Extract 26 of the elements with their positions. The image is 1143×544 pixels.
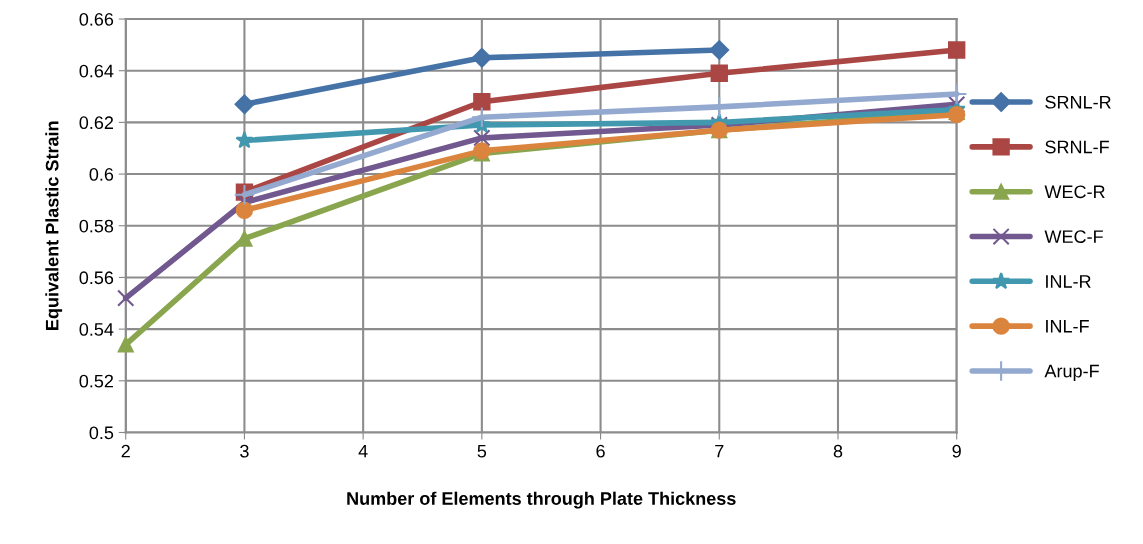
- y-tick-label: 0.5: [89, 426, 114, 440]
- legend-label: SRNL-R: [1045, 95, 1111, 109]
- legend-label: WEC-F: [1044, 230, 1103, 244]
- x-tick-label: 7: [715, 444, 724, 458]
- y-tick-label: 0.52: [79, 374, 114, 388]
- x-axis-title: Number of Elements through Plate Thickness: [347, 491, 736, 509]
- y-tick-label: 0.58: [79, 219, 114, 233]
- legend-label: INL-F: [1046, 320, 1089, 333]
- x-tick-label: 3: [240, 444, 249, 458]
- y-tick-label: 0.66: [79, 12, 114, 26]
- y-tick-label: 0.56: [79, 271, 114, 285]
- legend-label: Arup-F: [1044, 364, 1099, 382]
- x-tick-label: 8: [833, 444, 843, 458]
- legend-label: SRNL-F: [1045, 140, 1109, 154]
- y-tick-label: 0.6: [89, 168, 114, 181]
- x-tick-label: 5: [477, 444, 487, 458]
- legend-label: INL-R: [1046, 275, 1091, 288]
- y-tick-label: 0.54: [79, 323, 114, 336]
- y-tick-label: 0.64: [79, 64, 114, 78]
- x-tick-label: 4: [358, 444, 368, 458]
- x-tick-label: 2: [121, 444, 130, 458]
- x-tick-label: 9: [952, 444, 961, 458]
- y-axis-title: Equivalent Plastic Strain: [45, 121, 63, 330]
- y-tick-label: 0.62: [79, 116, 114, 130]
- x-tick-label: 6: [596, 444, 605, 458]
- legend-label: WEC-R: [1044, 185, 1105, 199]
